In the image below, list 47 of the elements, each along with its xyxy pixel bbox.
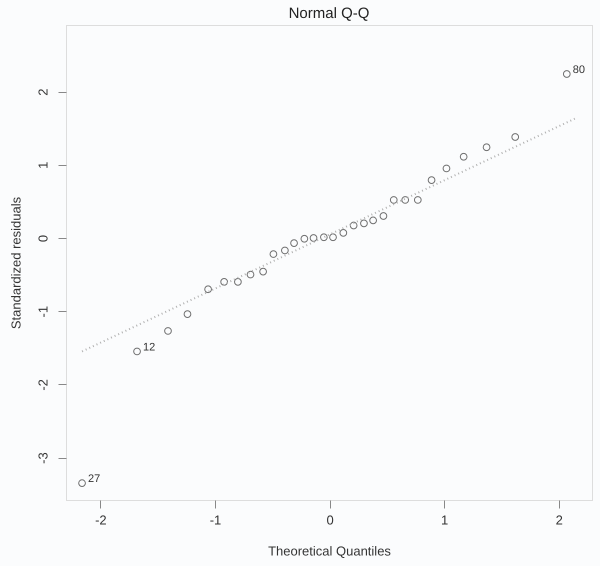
annotation: 12 <box>143 341 156 354</box>
point <box>270 250 278 258</box>
y-tick-label: -1 <box>36 306 50 318</box>
point <box>259 268 267 276</box>
point <box>184 310 192 318</box>
point <box>442 164 450 172</box>
point <box>290 239 298 247</box>
point <box>234 278 242 286</box>
point <box>329 233 337 242</box>
point <box>220 278 228 286</box>
point <box>281 246 289 254</box>
annotation: 27 <box>88 473 100 486</box>
point <box>339 229 348 237</box>
point <box>350 222 358 230</box>
y-tick-label: 1 <box>36 162 50 169</box>
point <box>320 233 328 242</box>
point <box>369 216 377 224</box>
y-tick-label: 0 <box>36 234 50 242</box>
point <box>428 176 436 184</box>
point <box>133 348 141 356</box>
point <box>511 133 520 141</box>
x-tick-label: 1 <box>441 512 448 528</box>
y-tick-label: 2 <box>36 88 50 96</box>
point <box>482 143 490 152</box>
point <box>390 196 398 204</box>
x-tick-label: 0 <box>326 512 334 528</box>
y-tick-label: -2 <box>36 379 50 391</box>
point <box>460 152 468 161</box>
x-axis-title: Theoretical Quantiles <box>268 544 392 558</box>
point <box>380 212 388 220</box>
x-tick-label: -2 <box>95 512 107 528</box>
point <box>300 234 308 243</box>
point <box>164 327 172 335</box>
y-axis-title: Standardized residuals <box>8 196 24 330</box>
y-tick-label: -3 <box>36 452 50 464</box>
annotation: 80 <box>572 64 586 76</box>
point <box>401 196 410 204</box>
x-tick-label: -1 <box>210 512 222 528</box>
point <box>562 70 571 78</box>
x-tick-label: 2 <box>556 512 563 528</box>
point <box>246 270 254 278</box>
point <box>414 196 422 204</box>
point <box>310 234 318 242</box>
point <box>204 285 212 294</box>
point <box>78 479 86 488</box>
point <box>360 219 368 228</box>
chart-title: Normal Q-Q <box>288 5 370 22</box>
